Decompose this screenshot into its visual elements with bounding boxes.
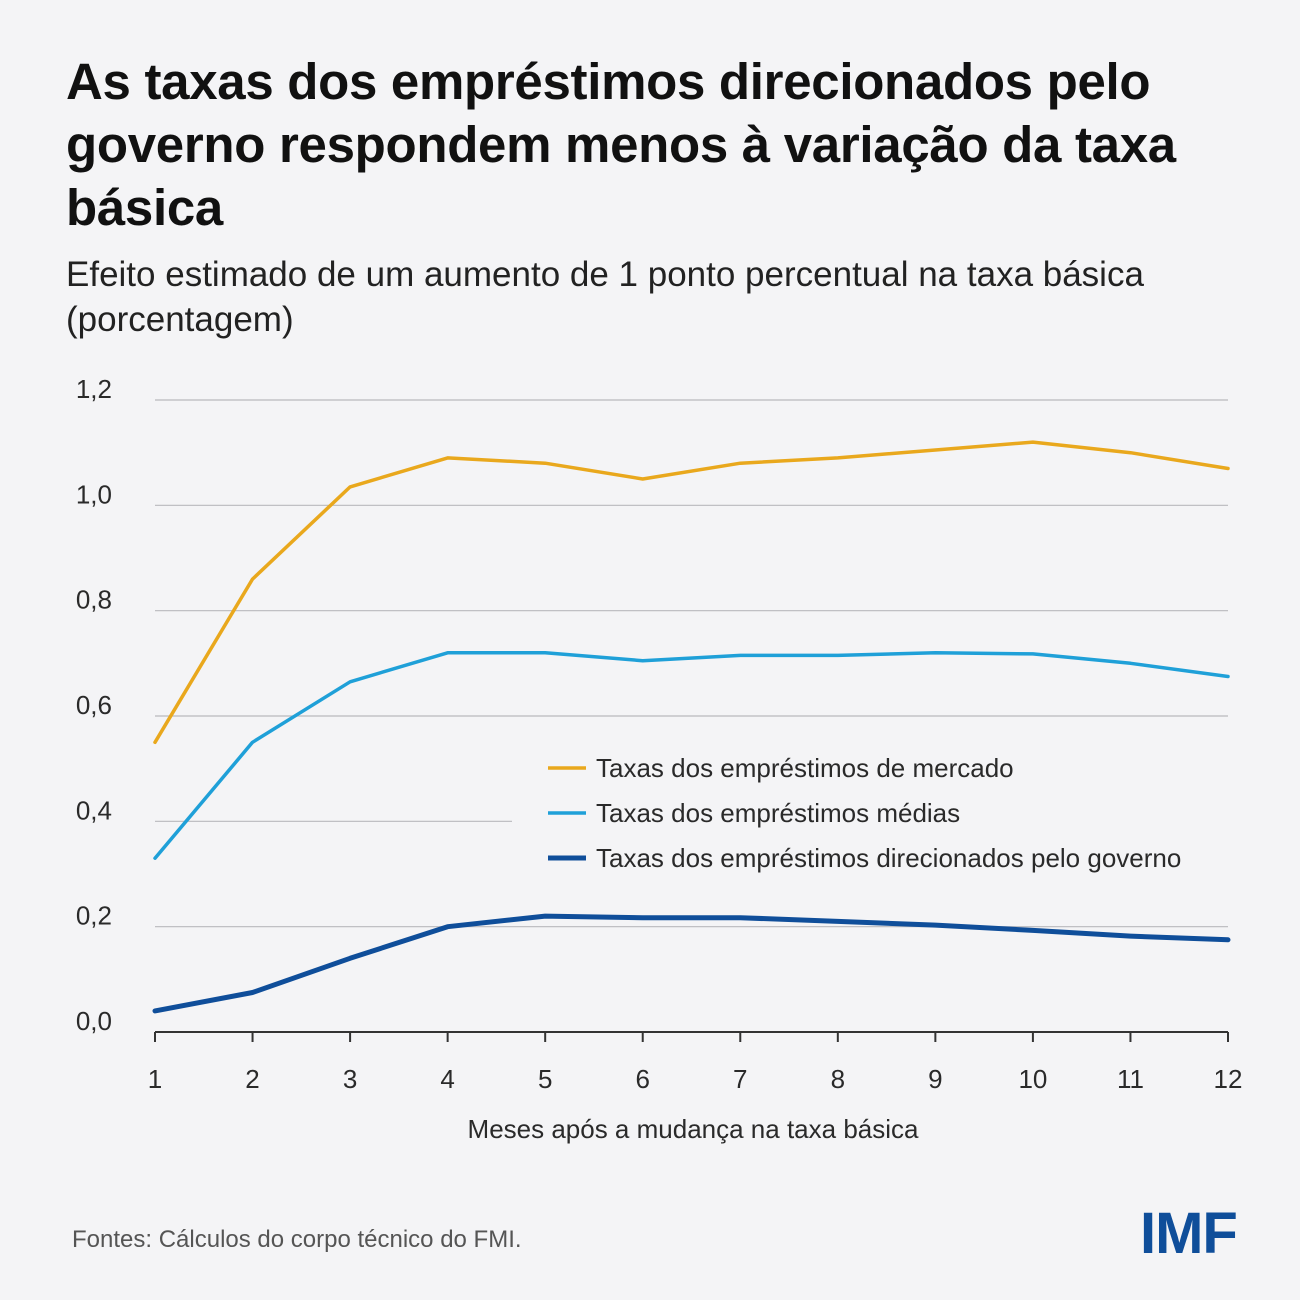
source-note: Fontes: Cálculos do corpo técnico do FMI… — [72, 1226, 522, 1254]
y-tick-label: 1,0 — [76, 479, 112, 509]
x-tick-label: 9 — [928, 1064, 942, 1094]
y-tick-label: 1,2 — [76, 374, 112, 404]
y-tick-label: 0,2 — [76, 901, 112, 931]
x-axis: 1 2 3 4 5 6 7 8 9 10 11 12 — [148, 1032, 1243, 1094]
legend-label: Taxas dos empréstimos médias — [596, 798, 960, 828]
y-tick-label: 0,6 — [76, 690, 112, 720]
series-line-1 — [155, 442, 1228, 742]
legend-label: Taxas dos empréstimos direcionados pelo … — [596, 843, 1181, 873]
x-tick-label: 3 — [343, 1064, 357, 1094]
series-line-3 — [155, 916, 1228, 1011]
y-tick-label: 0,0 — [76, 1006, 112, 1036]
x-tick-label: 11 — [1117, 1064, 1144, 1094]
y-tick-label: 0,8 — [76, 585, 112, 615]
gridlines: 0,0 0,2 0,4 0,6 0,8 1,0 1,2 — [76, 374, 1228, 1036]
x-axis-label: Meses após a mudança na taxa básica — [468, 1114, 919, 1144]
x-tick-label: 12 — [1214, 1064, 1243, 1094]
x-tick-label: 7 — [733, 1064, 747, 1094]
x-tick-label: 1 — [148, 1064, 162, 1094]
x-tick-label: 6 — [635, 1064, 649, 1094]
x-tick-label: 8 — [831, 1064, 845, 1094]
x-tick-label: 4 — [440, 1064, 454, 1094]
y-tick-label: 0,4 — [76, 795, 112, 825]
legend: Taxas dos empréstimos de mercado Taxas do… — [512, 744, 1242, 884]
imf-logo: IMF — [1140, 1202, 1237, 1266]
x-tick-label: 10 — [1018, 1064, 1047, 1094]
line-chart: 0,00,20,40,60,81,01,2 1 2 3 4 5 6 7 8 9 10 11 12 Ta… — [0, 0, 1300, 1300]
x-tick-label: 2 — [245, 1064, 259, 1094]
x-tick-label: 5 — [538, 1064, 552, 1094]
legend-label: Taxas dos empréstimos de mercado — [596, 753, 1014, 783]
